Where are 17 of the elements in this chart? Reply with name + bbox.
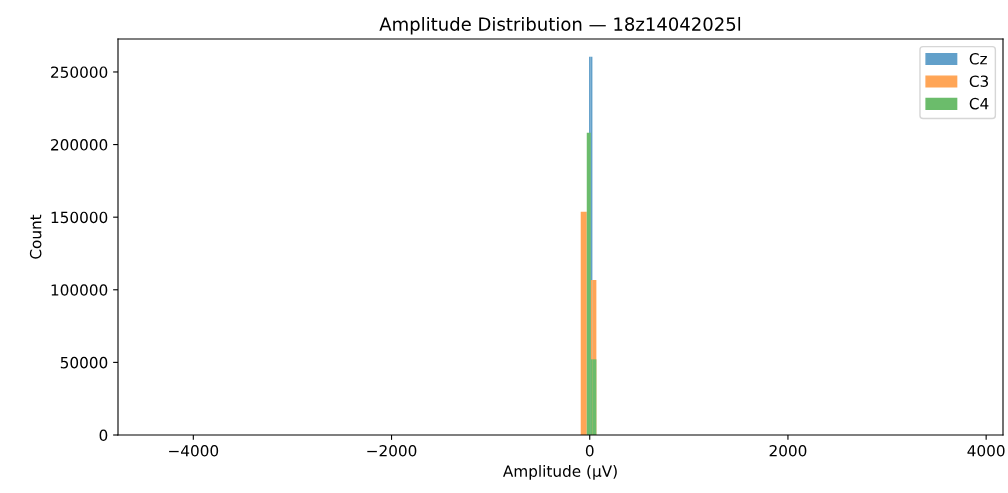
x-tick-label: 0	[585, 444, 594, 457]
y-tick-label: 200000	[51, 139, 108, 151]
x-tick-label: −4000	[169, 444, 219, 457]
x-axis-title: Amplitude (µV)	[503, 465, 617, 480]
y-tick-label: 0	[99, 429, 108, 442]
y-axis-title: Count	[29, 214, 42, 259]
chart-title: Amplitude Distribution — 18z14042025l	[379, 16, 741, 35]
x-tick-label: −2000	[367, 444, 417, 457]
x-tick-label: 2000	[769, 444, 807, 457]
x-tick-label: 4000	[967, 444, 1005, 457]
y-tick-label: 100000	[51, 284, 108, 296]
y-tick-label: 50000	[60, 356, 108, 369]
legend-label: Cz	[969, 53, 987, 65]
y-tick-label: 150000	[51, 211, 108, 224]
legend-label: C4	[969, 97, 989, 110]
legend-label: C3	[969, 75, 989, 87]
y-tick-label: 250000	[51, 66, 108, 78]
